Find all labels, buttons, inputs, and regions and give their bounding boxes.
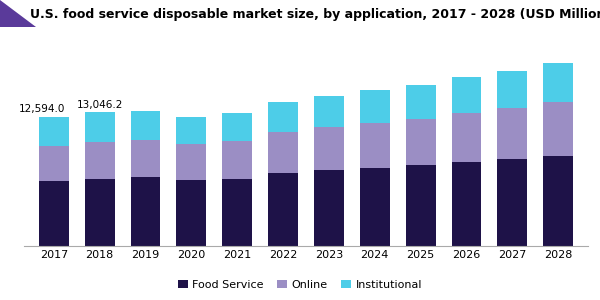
Bar xyxy=(406,165,436,246)
Text: 12,594.0: 12,594.0 xyxy=(19,104,65,114)
Bar xyxy=(314,96,344,127)
Bar xyxy=(314,127,344,170)
Polygon shape xyxy=(0,0,36,27)
Bar xyxy=(452,113,481,162)
Bar xyxy=(360,90,389,123)
Bar xyxy=(360,168,389,246)
Bar xyxy=(452,162,481,246)
Legend: Food Service, Online, Institutional: Food Service, Online, Institutional xyxy=(173,275,427,294)
Bar xyxy=(39,146,69,181)
Text: U.S. food service disposable market size, by application, 2017 - 2028 (USD Milli: U.S. food service disposable market size… xyxy=(30,8,600,21)
Bar xyxy=(176,180,206,246)
Bar xyxy=(131,177,160,246)
Bar xyxy=(452,77,481,113)
Bar xyxy=(176,117,206,144)
Bar xyxy=(131,140,160,177)
Bar xyxy=(131,111,160,140)
Bar xyxy=(39,117,69,146)
Bar xyxy=(406,118,436,165)
Bar xyxy=(497,159,527,246)
Bar xyxy=(497,71,527,108)
Bar xyxy=(176,144,206,180)
Bar xyxy=(360,123,389,168)
Bar xyxy=(543,156,573,246)
Bar xyxy=(223,179,252,246)
Bar xyxy=(85,179,115,246)
Text: 13,046.2: 13,046.2 xyxy=(76,100,123,110)
Bar xyxy=(268,132,298,173)
Bar xyxy=(268,173,298,246)
Bar xyxy=(39,181,69,246)
Bar xyxy=(268,102,298,132)
Bar xyxy=(543,63,573,102)
Bar xyxy=(497,108,527,159)
Bar xyxy=(406,85,436,118)
Bar xyxy=(314,170,344,246)
Bar xyxy=(223,113,252,141)
Bar xyxy=(85,112,115,142)
Bar xyxy=(543,102,573,156)
Bar xyxy=(223,141,252,179)
Bar xyxy=(85,142,115,179)
